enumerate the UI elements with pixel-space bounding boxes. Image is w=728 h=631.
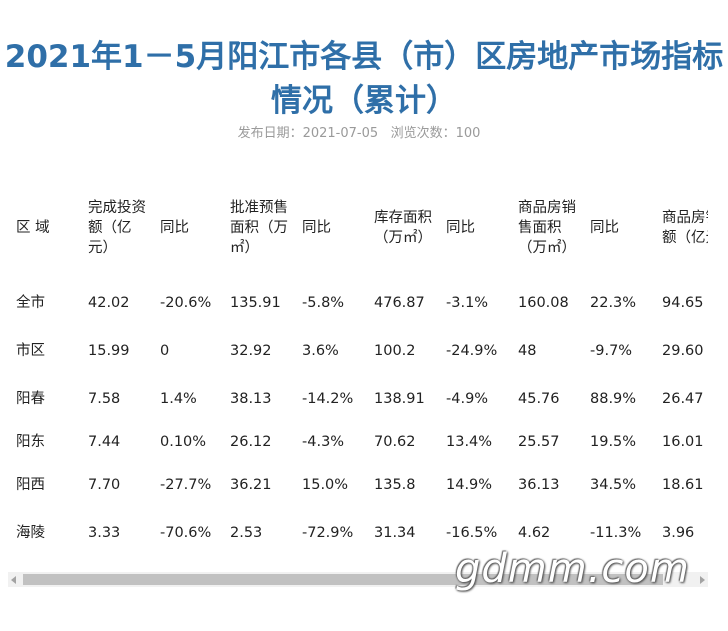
table-cell: -4.9%: [446, 391, 489, 407]
table-cell: 38.13: [230, 391, 272, 407]
table-cell: 7.70: [88, 477, 121, 493]
header-presale-yoy: 同比: [302, 219, 331, 236]
table-cell: 45.76: [518, 391, 560, 407]
table-cell: 全市: [16, 295, 45, 311]
table-row: 市区 15.99 0 32.92 3.6% 100.2 -24.9% 48 -9…: [8, 327, 708, 375]
table-cell: 7.44: [88, 434, 121, 450]
table-cell: -14.2%: [302, 391, 354, 407]
table-cell: 16.01: [662, 434, 704, 450]
table-cell: 14.9%: [446, 477, 493, 493]
table-cell: 3.96: [662, 525, 695, 541]
table-cell: 1.4%: [160, 391, 197, 407]
table-cell: -70.6%: [160, 525, 212, 541]
table-cell: 36.13: [518, 477, 560, 493]
data-table: 区 域 完成投资额（亿元） 同比 批准预售面积（万㎡） 同比 库存面积（万㎡） …: [8, 176, 708, 557]
header-investment-yoy: 同比: [160, 219, 189, 236]
scrollbar-thumb[interactable]: [23, 574, 663, 585]
view-count: 100: [455, 126, 481, 141]
publish-date-label: 发布日期：: [237, 126, 303, 141]
table-cell: 34.5%: [590, 477, 637, 493]
table-cell: 3.33: [88, 525, 121, 541]
table-scroll-container[interactable]: 区 域 完成投资额（亿元） 同比 批准预售面积（万㎡） 同比 库存面积（万㎡） …: [8, 176, 708, 570]
table-row: 全市 42.02 -20.6% 135.91 -5.8% 476.87 -3.1…: [8, 279, 708, 327]
table-row: 海陵 3.33 -70.6% 2.53 -72.9% 31.34 -16.5% …: [8, 509, 708, 557]
watermark-logo: gdmm.com: [455, 546, 690, 592]
table-cell: 15.99: [88, 343, 130, 359]
table-row: 阳西 7.70 -27.7% 36.21 15.0% 135.8 14.9% 3…: [8, 461, 708, 509]
table-cell: -20.6%: [160, 295, 212, 311]
table-cell: -24.9%: [446, 343, 498, 359]
scroll-left-arrow-icon[interactable]: [11, 576, 16, 584]
header-sales-area: 商品房销售面积（万㎡）: [518, 199, 576, 256]
table-cell: 32.92: [230, 343, 272, 359]
table-cell: -4.3%: [302, 434, 345, 450]
table-cell: 135.8: [374, 477, 416, 493]
page-title: 2021年1－5月阳江市各县（市）区房地产市场指标情况（累计）: [4, 38, 724, 119]
header-inventory-yoy: 同比: [446, 219, 475, 236]
table-cell: 7.58: [88, 391, 121, 407]
table-cell: 135.91: [230, 295, 281, 311]
table-cell: 0: [160, 343, 170, 359]
table-cell: 100.2: [374, 343, 416, 359]
table-cell: 26.47: [662, 391, 704, 407]
table-cell: 88.9%: [590, 391, 637, 407]
table-cell: 3.6%: [302, 343, 339, 359]
table-cell: 阳东: [16, 434, 45, 450]
table-cell: 0.10%: [160, 434, 207, 450]
table-cell: 26.12: [230, 434, 272, 450]
table-cell: 阳西: [16, 477, 45, 493]
publish-date: 2021-07-05: [302, 126, 379, 141]
table-cell: 31.34: [374, 525, 416, 541]
header-sales-area-yoy: 同比: [590, 219, 619, 236]
table-cell: -11.3%: [590, 525, 642, 541]
scroll-right-arrow-icon[interactable]: [700, 576, 705, 584]
table-row: 阳春 7.58 1.4% 38.13 -14.2% 138.91 -4.9% 4…: [8, 375, 708, 423]
table-cell: 市区: [16, 343, 45, 359]
table-cell: 4.62: [518, 525, 551, 541]
header-sales-amount: 商品房销售额（亿元）: [662, 209, 708, 246]
table-cell: 160.08: [518, 295, 569, 311]
table-cell: 19.5%: [590, 434, 637, 450]
article-meta: 发布日期：2021-07-05 浏览次数：100: [0, 122, 718, 141]
table-cell: 13.4%: [446, 434, 493, 450]
table-cell: 70.62: [374, 434, 416, 450]
header-region: 区 域: [16, 219, 50, 236]
table-cell: 18.61: [662, 477, 704, 493]
table-cell: -9.7%: [590, 343, 633, 359]
table-cell: 138.91: [374, 391, 425, 407]
horizontal-scrollbar[interactable]: [8, 572, 708, 587]
table-cell: -72.9%: [302, 525, 354, 541]
table-cell: 36.21: [230, 477, 272, 493]
table-header-row: 区 域 完成投资额（亿元） 同比 批准预售面积（万㎡） 同比 库存面积（万㎡） …: [8, 176, 708, 279]
table-cell: 476.87: [374, 295, 425, 311]
table-cell: 15.0%: [302, 477, 349, 493]
table-cell: 2.53: [230, 525, 263, 541]
table-cell: 22.3%: [590, 295, 637, 311]
header-inventory-area: 库存面积（万㎡）: [374, 209, 432, 246]
header-presale-area: 批准预售面积（万㎡）: [230, 199, 288, 256]
view-count-label: 浏览次数：: [390, 126, 456, 141]
table-cell: -16.5%: [446, 525, 498, 541]
table-cell: 25.57: [518, 434, 560, 450]
table-cell: -3.1%: [446, 295, 489, 311]
table-cell: -27.7%: [160, 477, 212, 493]
header-investment: 完成投资额（亿元）: [88, 199, 146, 256]
table-row: 阳东 7.44 0.10% 26.12 -4.3% 70.62 13.4% 25…: [8, 423, 708, 461]
table-cell: -5.8%: [302, 295, 345, 311]
table-cell: 阳春: [16, 391, 45, 407]
table-cell: 海陵: [16, 525, 45, 541]
table-cell: 29.60: [662, 343, 704, 359]
table-cell: 94.65: [662, 295, 704, 311]
table-cell: 42.02: [88, 295, 130, 311]
table-cell: 48: [518, 343, 537, 359]
